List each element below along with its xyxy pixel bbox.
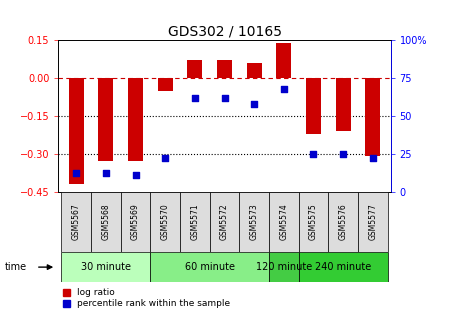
Bar xyxy=(217,60,232,78)
Text: GSM5573: GSM5573 xyxy=(250,203,259,240)
Text: GSM5572: GSM5572 xyxy=(220,203,229,240)
Text: GSM5568: GSM5568 xyxy=(101,203,110,240)
Bar xyxy=(150,192,180,252)
Text: 120 minute: 120 minute xyxy=(256,262,312,272)
Bar xyxy=(128,78,143,161)
Bar xyxy=(121,192,150,252)
Point xyxy=(191,95,198,100)
Legend: log ratio, percentile rank within the sample: log ratio, percentile rank within the sa… xyxy=(63,288,230,308)
Point xyxy=(132,172,139,177)
Bar xyxy=(69,78,84,184)
Bar xyxy=(299,192,328,252)
Text: GSM5574: GSM5574 xyxy=(279,203,288,240)
Point xyxy=(102,171,110,176)
Point xyxy=(339,151,347,157)
Bar xyxy=(187,60,202,78)
Text: GDS302 / 10165: GDS302 / 10165 xyxy=(167,25,282,39)
Bar xyxy=(328,192,358,252)
Bar xyxy=(210,192,239,252)
Bar xyxy=(277,43,291,78)
Text: 60 minute: 60 minute xyxy=(185,262,235,272)
Text: GSM5569: GSM5569 xyxy=(131,203,140,240)
Bar xyxy=(365,78,380,156)
Text: GSM5576: GSM5576 xyxy=(339,203,348,240)
Bar xyxy=(247,63,262,78)
Bar xyxy=(269,192,299,252)
Bar xyxy=(358,192,387,252)
Text: 240 minute: 240 minute xyxy=(315,262,371,272)
Bar xyxy=(336,78,351,131)
Point xyxy=(280,86,287,91)
Point xyxy=(221,95,228,100)
Bar xyxy=(180,192,210,252)
Bar xyxy=(62,252,150,282)
Bar xyxy=(269,252,299,282)
Bar xyxy=(91,192,121,252)
Text: GSM5575: GSM5575 xyxy=(309,203,318,240)
Bar xyxy=(299,252,387,282)
Bar xyxy=(158,78,172,91)
Text: GSM5570: GSM5570 xyxy=(161,203,170,240)
Point xyxy=(162,156,169,161)
Bar xyxy=(306,78,321,134)
Point xyxy=(73,171,80,176)
Text: GSM5571: GSM5571 xyxy=(190,203,199,240)
Text: GSM5577: GSM5577 xyxy=(368,203,377,240)
Text: 30 minute: 30 minute xyxy=(81,262,131,272)
Point xyxy=(369,156,376,161)
Bar xyxy=(150,252,269,282)
Point xyxy=(310,151,317,157)
Bar xyxy=(98,78,113,161)
Text: GSM5567: GSM5567 xyxy=(72,203,81,240)
Bar xyxy=(62,192,91,252)
Point xyxy=(251,101,258,107)
Bar xyxy=(239,192,269,252)
Text: time: time xyxy=(4,262,26,272)
